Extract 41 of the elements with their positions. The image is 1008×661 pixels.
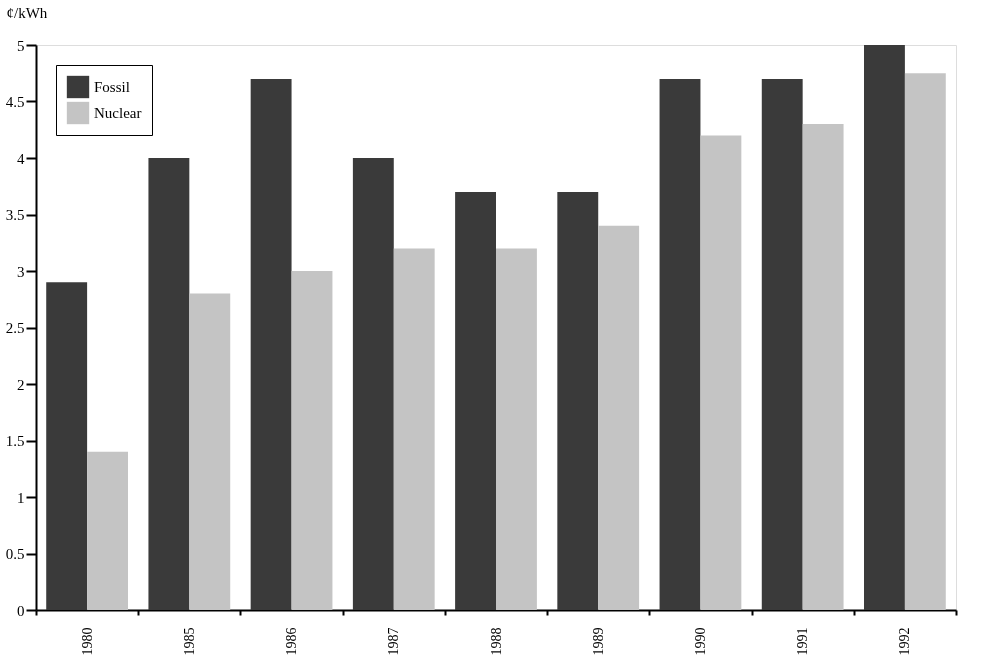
x-tick-label: 1987 bbox=[386, 627, 402, 656]
bar bbox=[455, 191, 496, 610]
x-tick-label: 1980 bbox=[79, 627, 95, 656]
bar bbox=[864, 45, 905, 610]
bar bbox=[250, 78, 292, 610]
bar bbox=[46, 282, 88, 610]
bar bbox=[598, 225, 640, 610]
y-tick-label: 1 bbox=[17, 489, 25, 506]
x-tick-label: 1989 bbox=[590, 627, 606, 656]
y-tick-label: 0.5 bbox=[5, 546, 25, 562]
bar bbox=[496, 248, 537, 610]
y-tick-label: 1.5 bbox=[5, 433, 25, 449]
y-tick-label: 3 bbox=[17, 263, 25, 280]
bar bbox=[557, 191, 599, 610]
bar bbox=[87, 451, 128, 610]
x-tick-label: 1986 bbox=[284, 627, 300, 656]
bar bbox=[189, 293, 231, 610]
y-tick-label: 3.5 bbox=[5, 207, 25, 223]
x-tick-label: 1990 bbox=[692, 627, 708, 656]
y-tick-label: 2 bbox=[17, 376, 25, 393]
y-tick-label: 0 bbox=[17, 602, 25, 619]
bar bbox=[761, 78, 803, 610]
bar bbox=[904, 73, 946, 610]
y-tick-label: 4 bbox=[17, 150, 25, 167]
bar bbox=[393, 248, 435, 610]
bar bbox=[148, 158, 190, 610]
x-tick-label: 1985 bbox=[181, 627, 197, 656]
y-tick-label: 4.5 bbox=[5, 94, 25, 110]
bar bbox=[802, 124, 844, 610]
x-tick-label: 1991 bbox=[795, 627, 811, 656]
y-tick-label: 2.5 bbox=[5, 320, 25, 336]
y-axis-title: ¢/kWh bbox=[6, 4, 48, 21]
legend-label: Fossil bbox=[94, 79, 130, 95]
bar bbox=[352, 158, 394, 610]
bar bbox=[700, 135, 742, 610]
x-tick-label: 1988 bbox=[488, 627, 504, 656]
bar bbox=[659, 78, 701, 610]
x-tick-label: 1992 bbox=[897, 627, 913, 656]
bar bbox=[291, 271, 333, 610]
legend-label: Nuclear bbox=[94, 105, 142, 121]
y-tick-label: 5 bbox=[17, 37, 25, 54]
